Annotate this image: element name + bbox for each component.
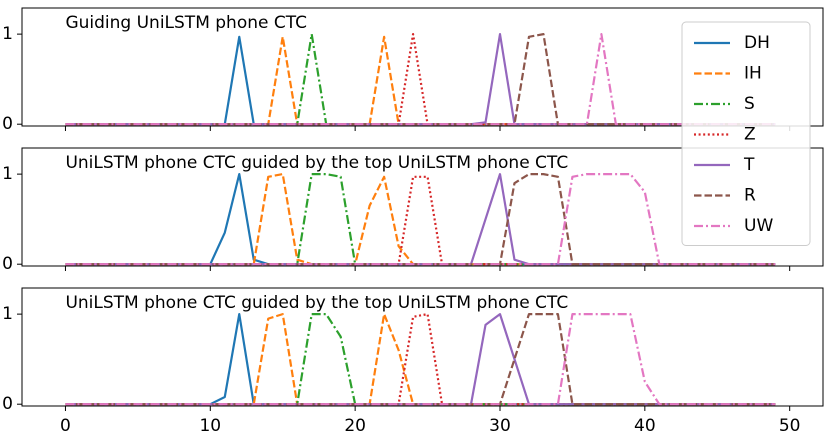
series-line bbox=[65, 33, 776, 126]
series-line bbox=[65, 313, 776, 406]
series-line bbox=[65, 33, 776, 126]
chart-title: UniLSTM phone CTC guided by the top UniL… bbox=[65, 153, 568, 173]
x-tick-label: 10 bbox=[199, 416, 221, 436]
series-line bbox=[65, 173, 776, 266]
legend-label: UW bbox=[744, 216, 773, 236]
series-line bbox=[65, 313, 776, 406]
x-tick-label: 20 bbox=[344, 416, 366, 436]
x-tick-label: 40 bbox=[634, 416, 656, 436]
series-line bbox=[65, 35, 776, 126]
legend-label: DH bbox=[744, 33, 770, 53]
y-tick-label: 0 bbox=[2, 394, 13, 414]
y-tick-label: 0 bbox=[2, 254, 13, 274]
series-line bbox=[65, 33, 776, 126]
y-tick-label: 1 bbox=[2, 24, 13, 44]
series-line bbox=[65, 175, 776, 266]
y-tick-label: 1 bbox=[2, 304, 13, 324]
series-line bbox=[65, 313, 776, 406]
series-line bbox=[65, 313, 776, 406]
chart-title: Guiding UniLSTM phone CTC bbox=[65, 13, 307, 33]
x-tick-label: 0 bbox=[60, 416, 71, 436]
series-line bbox=[65, 173, 776, 266]
x-tick-label: 50 bbox=[779, 416, 801, 436]
legend-label: S bbox=[744, 94, 755, 114]
legend-label: IH bbox=[744, 64, 762, 84]
legend-label: T bbox=[743, 155, 755, 175]
y-tick-label: 0 bbox=[2, 114, 13, 134]
plot-area bbox=[65, 313, 776, 406]
series-line bbox=[65, 173, 776, 266]
series-line bbox=[65, 313, 776, 406]
series-line bbox=[65, 173, 776, 266]
series-line bbox=[65, 173, 776, 266]
series-line bbox=[65, 35, 776, 126]
axes-frame bbox=[21, 7, 824, 127]
series-line bbox=[65, 313, 776, 406]
legend-box bbox=[681, 21, 811, 246]
x-tick-label: 30 bbox=[489, 416, 511, 436]
legend-label: Z bbox=[744, 125, 756, 145]
y-tick-label: 1 bbox=[2, 164, 13, 184]
series-line bbox=[65, 173, 776, 266]
chart-title: UniLSTM phone CTC guided by the top UniL… bbox=[65, 293, 568, 313]
axes-frame bbox=[21, 287, 824, 407]
legend-label: R bbox=[744, 186, 756, 206]
series-line bbox=[65, 313, 776, 406]
plot-area bbox=[65, 33, 776, 126]
plot-area bbox=[65, 173, 776, 266]
axes-frame bbox=[21, 147, 824, 267]
